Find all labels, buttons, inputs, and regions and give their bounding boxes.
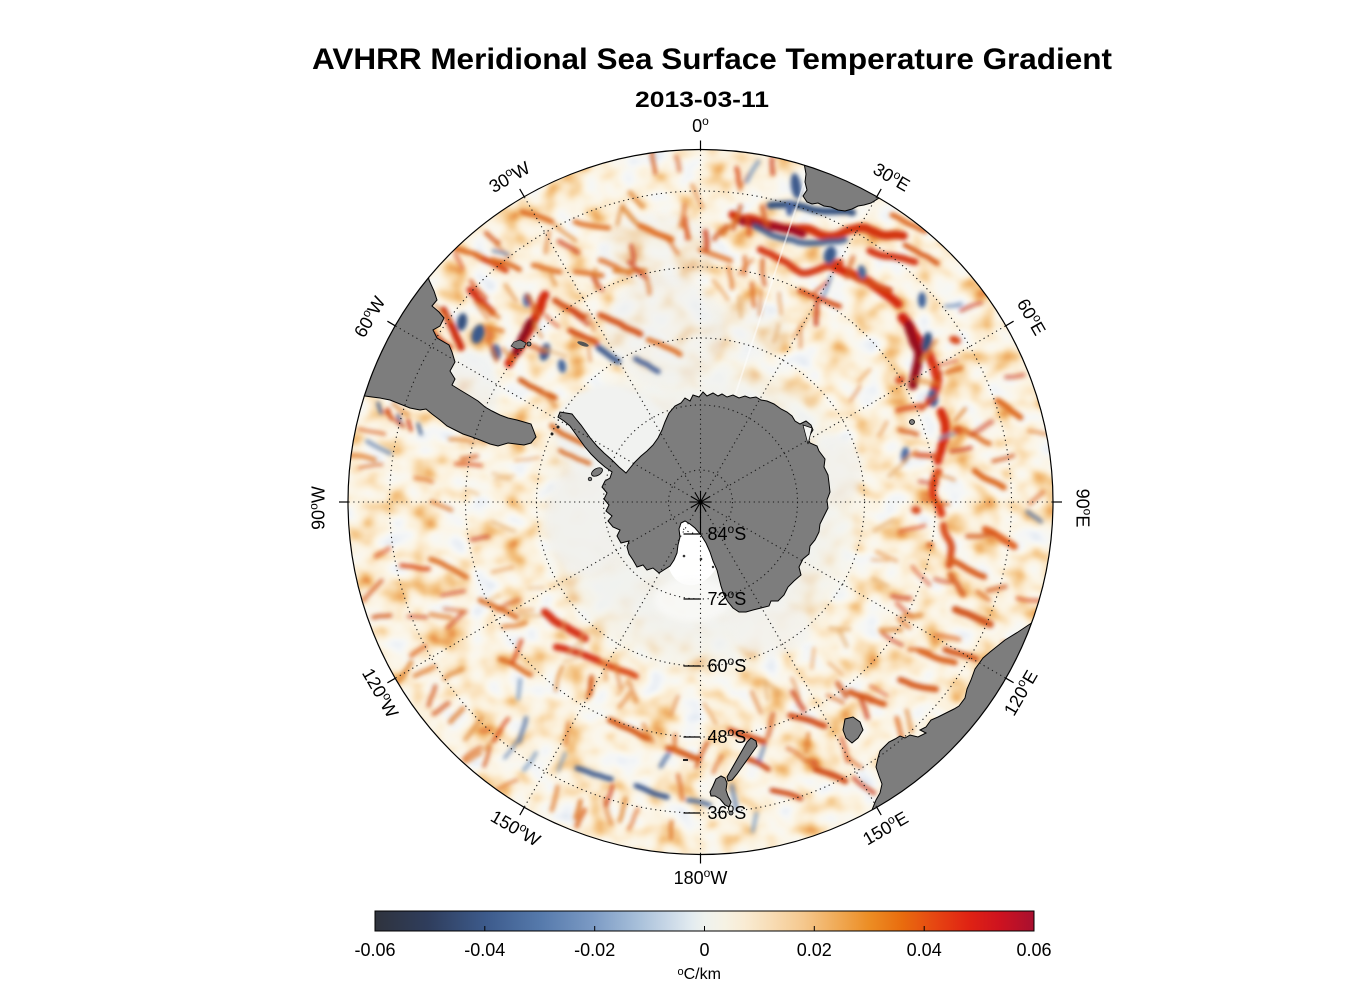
svg-text:-0.02: -0.02 (574, 940, 615, 960)
svg-text:0.04: 0.04 (907, 940, 942, 960)
svg-text:-0.06: -0.06 (354, 940, 395, 960)
svg-text:2013-03-11: 2013-03-11 (635, 87, 769, 112)
svg-text:0.02: 0.02 (797, 940, 832, 960)
svg-text:30oW: 30oW (485, 156, 534, 197)
svg-text:72oS: 72oS (708, 587, 747, 609)
svg-text:60oS: 60oS (708, 654, 747, 676)
svg-text:60oW: 60oW (349, 292, 390, 341)
svg-text:90oW: 90oW (307, 486, 329, 530)
svg-text:90oE: 90oE (1073, 489, 1095, 528)
svg-text:60oE: 60oE (1013, 294, 1051, 338)
svg-text:36oS: 36oS (708, 801, 747, 823)
svg-text:oC/km: oC/km (678, 966, 721, 983)
svg-text:84oS: 84oS (708, 522, 747, 544)
svg-text:0.06: 0.06 (1016, 940, 1051, 960)
svg-text:-0.04: -0.04 (464, 940, 505, 960)
svg-text:48oS: 48oS (708, 725, 747, 747)
svg-text:AVHRR Meridional Sea Surface T: AVHRR Meridional Sea Surface Temperature… (312, 43, 1112, 76)
svg-text:30oE: 30oE (870, 157, 914, 195)
svg-text:0: 0 (699, 940, 709, 960)
svg-text:0o: 0o (692, 114, 709, 136)
svg-text:180oW: 180oW (674, 866, 728, 888)
